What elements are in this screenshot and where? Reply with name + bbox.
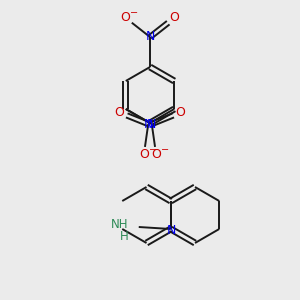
Text: −: −: [149, 145, 157, 155]
Text: H: H: [120, 230, 129, 244]
Text: −: −: [161, 145, 169, 155]
Text: O: O: [114, 106, 124, 119]
Text: O: O: [121, 11, 130, 24]
Text: N: N: [147, 118, 156, 130]
Text: O: O: [139, 148, 149, 161]
Text: NH: NH: [111, 218, 129, 230]
Text: −: −: [130, 8, 139, 18]
Text: N: N: [167, 224, 176, 238]
Text: N: N: [145, 31, 155, 44]
Text: O: O: [169, 11, 179, 24]
Text: N: N: [144, 118, 153, 130]
Text: O: O: [151, 148, 161, 161]
Text: O: O: [176, 106, 186, 119]
